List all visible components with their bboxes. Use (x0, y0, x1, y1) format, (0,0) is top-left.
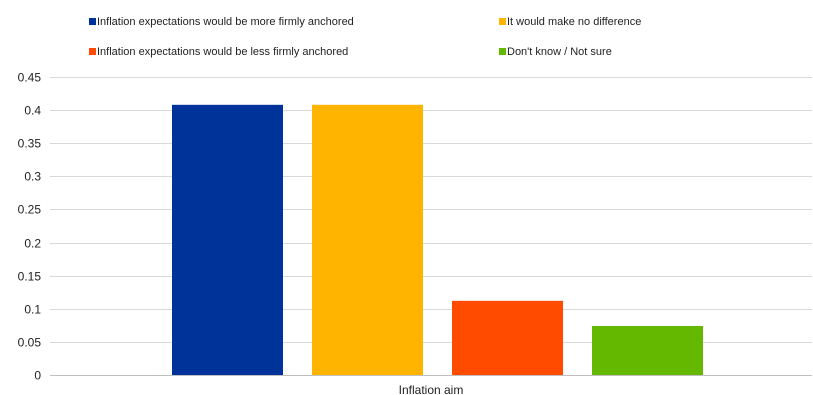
gridlines (50, 77, 812, 343)
legend-swatch-3 (89, 48, 96, 55)
bar-1 (172, 104, 283, 376)
legend: Inflation expectations would be more fir… (89, 16, 641, 58)
y-tick-label: 0 (34, 369, 41, 383)
bar-3 (452, 300, 563, 375)
y-tick-label: 0.35 (18, 137, 42, 151)
y-tick-label: 0.25 (18, 203, 42, 217)
y-tick-label: 0.15 (18, 270, 42, 284)
legend-swatch-4 (499, 48, 506, 55)
legend-label-2: It would make no difference (507, 16, 641, 28)
y-tick-label: 0.3 (24, 170, 41, 184)
y-tick-label: 0.1 (24, 303, 41, 317)
legend-label-1: Inflation expectations would be more fir… (97, 16, 354, 28)
bar-4 (592, 325, 703, 375)
legend-label-3: Inflation expectations would be less fir… (97, 46, 348, 58)
y-tick-label: 0.05 (18, 336, 42, 350)
y-tick-label: 0.4 (24, 104, 41, 118)
y-tick-label: 0.2 (24, 237, 41, 251)
y-axis: 0 0.05 0.1 0.15 0.2 0.25 0.3 0.35 0.4 0.45 (18, 71, 42, 383)
bar-2 (312, 104, 423, 376)
bars (172, 104, 703, 376)
legend-swatch-1 (89, 18, 96, 25)
y-tick-label: 0.45 (18, 71, 42, 85)
legend-label-4: Don't know / Not sure (507, 46, 612, 58)
legend-swatch-2 (499, 18, 506, 25)
x-tick-label: Inflation aim (399, 383, 464, 395)
